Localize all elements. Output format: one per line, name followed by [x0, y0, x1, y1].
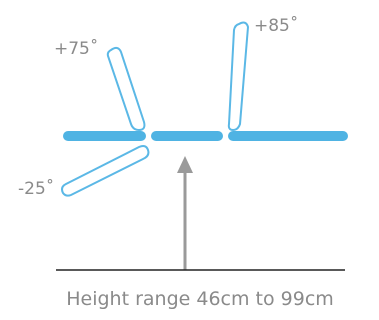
- back-angle-label: +85˚: [254, 15, 298, 36]
- height-arrow: [177, 156, 193, 270]
- height-range-caption: Height range 46cm to 99cm: [66, 288, 334, 310]
- right-segment: [228, 131, 348, 141]
- middle-segment: [151, 131, 223, 141]
- arrow-head: [177, 156, 193, 173]
- back-section-outline: [227, 21, 250, 132]
- leg-angle-label: -25˚: [18, 178, 54, 199]
- head-section-outline: [106, 46, 146, 132]
- bed-base: [63, 131, 348, 141]
- left-segment: [63, 131, 146, 141]
- head-angle-label: +75˚: [54, 38, 98, 59]
- leg-section-outline: [61, 145, 150, 197]
